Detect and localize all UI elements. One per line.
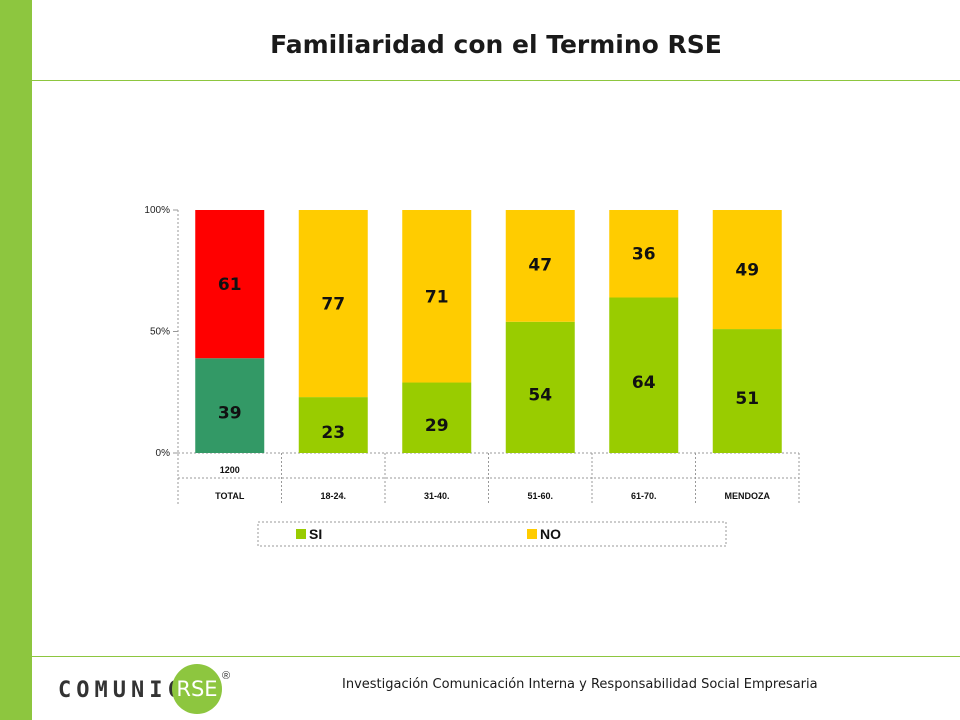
x-tick-label: 18-24. — [320, 491, 346, 501]
bar-segment-si — [195, 358, 265, 453]
legend-label-no: NO — [540, 526, 561, 542]
y-tick-label: 50% — [150, 327, 170, 338]
bar-segment-si — [505, 321, 575, 453]
footer-text: Investigación Comunicación Interna y Res… — [342, 677, 818, 692]
logo-badge: RSE — [172, 664, 222, 714]
data-label-si: 64 — [632, 373, 656, 393]
x-tick-label: 31-40. — [424, 491, 450, 501]
bar-segment-no — [298, 210, 368, 398]
legend-swatch-si — [296, 529, 306, 539]
slide-title: Familiaridad con el Termino RSE — [270, 30, 722, 59]
base-count-label: 1200 — [220, 465, 240, 475]
bar-segment-no — [402, 210, 472, 383]
x-tick-label: 61-70. — [631, 491, 657, 501]
legend-label-si: SI — [309, 526, 322, 542]
y-tick-label: 100% — [144, 205, 170, 216]
data-label-no: 49 — [735, 261, 759, 281]
data-label-no: 47 — [528, 256, 552, 276]
bar-segment-no — [609, 210, 679, 298]
accent-sidebar — [0, 0, 32, 720]
data-label-si: 23 — [321, 423, 345, 443]
bar-segment-si — [609, 297, 679, 453]
bar-segment-no — [505, 210, 575, 322]
x-tick-label: MENDOZA — [725, 491, 771, 501]
y-tick-label: 0% — [156, 448, 171, 459]
data-label-no: 36 — [632, 245, 656, 265]
data-label-si: 51 — [735, 389, 759, 409]
data-label-si: 54 — [528, 385, 552, 405]
registered-mark: ® — [222, 670, 231, 682]
x-tick-label: 51-60. — [527, 491, 553, 501]
bar-segment-no — [195, 210, 265, 359]
comunica-rse-logo: COMUNICA RSE ® — [58, 664, 234, 716]
data-label-no: 77 — [321, 295, 345, 315]
footer-divider — [32, 656, 960, 657]
legend-box — [257, 521, 727, 547]
data-label-no: 61 — [218, 275, 242, 295]
bar-segment-si — [402, 382, 472, 453]
data-label-si: 39 — [218, 404, 242, 424]
data-label-no: 71 — [425, 287, 449, 307]
data-label-si: 29 — [425, 416, 449, 436]
bar-segment-no — [712, 210, 782, 330]
bar-segment-si — [298, 397, 368, 453]
bar-segment-si — [712, 329, 782, 453]
legend-swatch-no — [527, 529, 537, 539]
title-divider — [32, 80, 960, 81]
x-tick-label: TOTAL — [215, 491, 245, 501]
